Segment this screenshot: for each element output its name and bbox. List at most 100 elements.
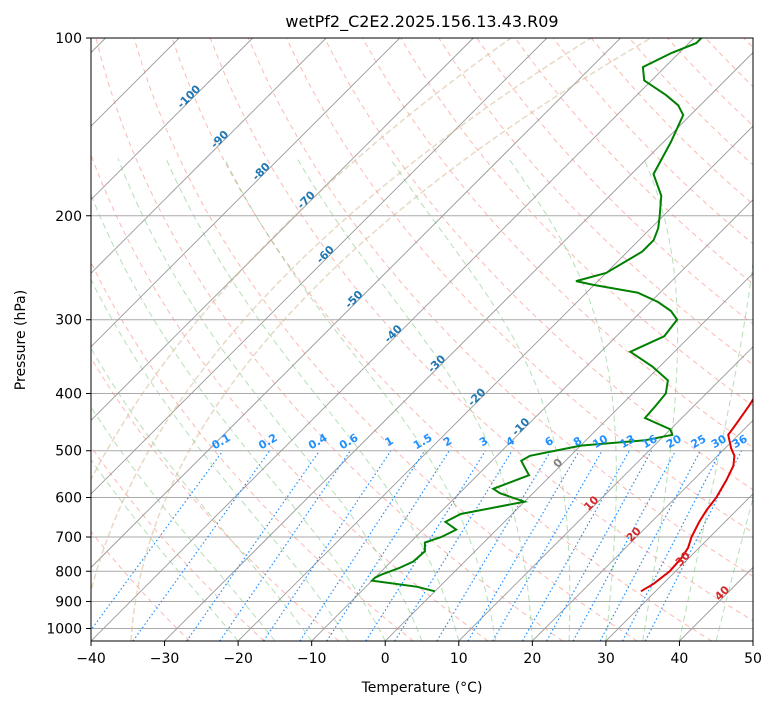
x-axis-label: Temperature (°C) xyxy=(361,680,483,696)
isotherm-line xyxy=(532,419,753,641)
dry-adiabat-label: -30 xyxy=(425,352,448,375)
isotherm-line xyxy=(458,346,753,641)
arc-line xyxy=(130,38,652,641)
dry-adiabat-line xyxy=(705,38,753,88)
y-tick-label: 800 xyxy=(55,564,82,580)
moist-adiabat-line xyxy=(508,158,617,641)
mixing-ratio-label: 13 xyxy=(618,432,638,451)
isotherm-line xyxy=(384,272,753,641)
dry-adiabat-line xyxy=(438,38,753,366)
mixing-ratio-label: 36 xyxy=(730,432,750,451)
moist-adiabat-line xyxy=(91,458,239,641)
mixing-ratio-label: 20 xyxy=(664,432,684,451)
isotherm-line xyxy=(91,38,253,201)
dry-adiabat-label: -100 xyxy=(175,82,204,111)
dry-adiabat-label: -40 xyxy=(382,322,405,345)
dry-adiabat-line xyxy=(514,38,753,285)
dry-adiabat-line xyxy=(95,38,563,641)
x-tick-label: −40 xyxy=(76,651,106,667)
plot-area xyxy=(91,38,753,641)
mixing-ratio-line xyxy=(467,450,580,641)
y-tick-label: 200 xyxy=(55,209,82,225)
mixing-ratio-line xyxy=(521,450,630,641)
mixing-ratio-label: 10 xyxy=(590,432,610,451)
y-axis-label: Pressure (hPa) xyxy=(13,290,29,390)
mixing-ratio-label: 1 xyxy=(383,434,396,449)
mixing-ratio-line xyxy=(572,450,677,641)
mixing-ratio-line xyxy=(186,450,321,641)
mixing-ratio-line xyxy=(394,450,513,641)
isotherm-line xyxy=(164,51,753,641)
dry-adiabat-label: -10 xyxy=(509,415,532,438)
dry-adiabat-label: -70 xyxy=(295,188,318,211)
mixing-ratio-label: 0.1 xyxy=(209,431,232,452)
mixing-ratio-line xyxy=(326,450,450,641)
mixing-ratio-line xyxy=(263,450,392,641)
x-tick-label: 20 xyxy=(523,651,541,667)
dry-adiabat-line xyxy=(91,261,414,641)
y-tick-label: 400 xyxy=(55,387,82,403)
y-tick-label: 100 xyxy=(55,31,82,47)
y-tick-label: 300 xyxy=(55,313,82,329)
x-tick-label: 40 xyxy=(671,651,689,667)
x-tick-label: 30 xyxy=(597,651,615,667)
mixing-ratio-line xyxy=(546,450,652,641)
dry-adiabat-line xyxy=(91,445,265,641)
y-tick-label: 500 xyxy=(55,444,82,460)
y-tick-label: 900 xyxy=(55,594,82,610)
mixing-ratio-line xyxy=(219,450,351,641)
y-tick-label: 700 xyxy=(55,530,82,546)
isotherm-line xyxy=(91,38,327,274)
moist-adiabat-line xyxy=(91,406,276,641)
isotherm-line xyxy=(679,566,753,641)
dry-adiabat-line xyxy=(209,38,753,622)
x-tick-label: 10 xyxy=(450,651,468,667)
moist-adiabat-label: 10 xyxy=(581,493,601,513)
dry-adiabat-line xyxy=(171,38,713,641)
dewpoint-profile-line xyxy=(369,38,703,593)
isotherm-line xyxy=(91,38,474,421)
moist-adiabat-line xyxy=(389,158,571,641)
mixing-ratio-line xyxy=(436,450,552,641)
dry-adiabat-line xyxy=(247,38,753,577)
mixing-ratio-label: 25 xyxy=(689,432,709,451)
y-tick-label: 600 xyxy=(55,490,82,506)
isotherm-line xyxy=(605,493,753,641)
mixing-ratio-line xyxy=(299,450,426,641)
moist-adiabat-line xyxy=(715,496,753,641)
mixing-ratio-label: 3 xyxy=(477,434,490,449)
mixing-ratio-line xyxy=(492,450,603,641)
arc-line xyxy=(91,38,512,482)
dry-adiabat-line xyxy=(91,356,340,641)
mixing-ratio-line xyxy=(599,450,701,641)
moist-adiabat-line xyxy=(678,258,753,641)
isotherm-line xyxy=(91,38,548,495)
isotherm-line xyxy=(311,199,753,641)
temperature-profile-line xyxy=(640,397,753,593)
x-tick-label: −10 xyxy=(297,651,327,667)
moist-adiabat-line xyxy=(91,347,313,641)
moist-adiabat-line xyxy=(752,639,753,641)
dry-adiabat-line xyxy=(133,38,638,641)
x-tick-label: −30 xyxy=(150,651,180,667)
mixing-ratio-label: 0.4 xyxy=(306,431,330,452)
moist-adiabat-line xyxy=(642,158,679,641)
x-tick-label: 0 xyxy=(381,651,390,667)
mixing-ratio-label: 30 xyxy=(709,432,729,451)
moist-adiabat-line xyxy=(296,158,533,641)
chart-title: wetPf2_C2E2.2025.156.13.43.R09 xyxy=(285,12,558,32)
dry-adiabat-line xyxy=(552,38,753,245)
mixing-ratio-line xyxy=(91,450,224,631)
isotherm-line xyxy=(752,640,753,641)
mixing-ratio-label: 16 xyxy=(640,432,660,451)
dry-adiabat-line xyxy=(91,530,191,641)
isotherm-line xyxy=(91,38,695,641)
dry-adiabat-line xyxy=(743,38,753,49)
moist-adiabat-label: 30 xyxy=(673,549,693,569)
plot-frame xyxy=(90,37,754,642)
dry-adiabat-label: -20 xyxy=(465,385,488,408)
axis-ticks: −40 −30 −20 −10 0 10 20 30 40 50 100 200 300 400 500 60… xyxy=(46,31,762,667)
mixing-ratio-label: 1.5 xyxy=(411,431,434,452)
y-tick-label: 1000 xyxy=(46,621,82,637)
